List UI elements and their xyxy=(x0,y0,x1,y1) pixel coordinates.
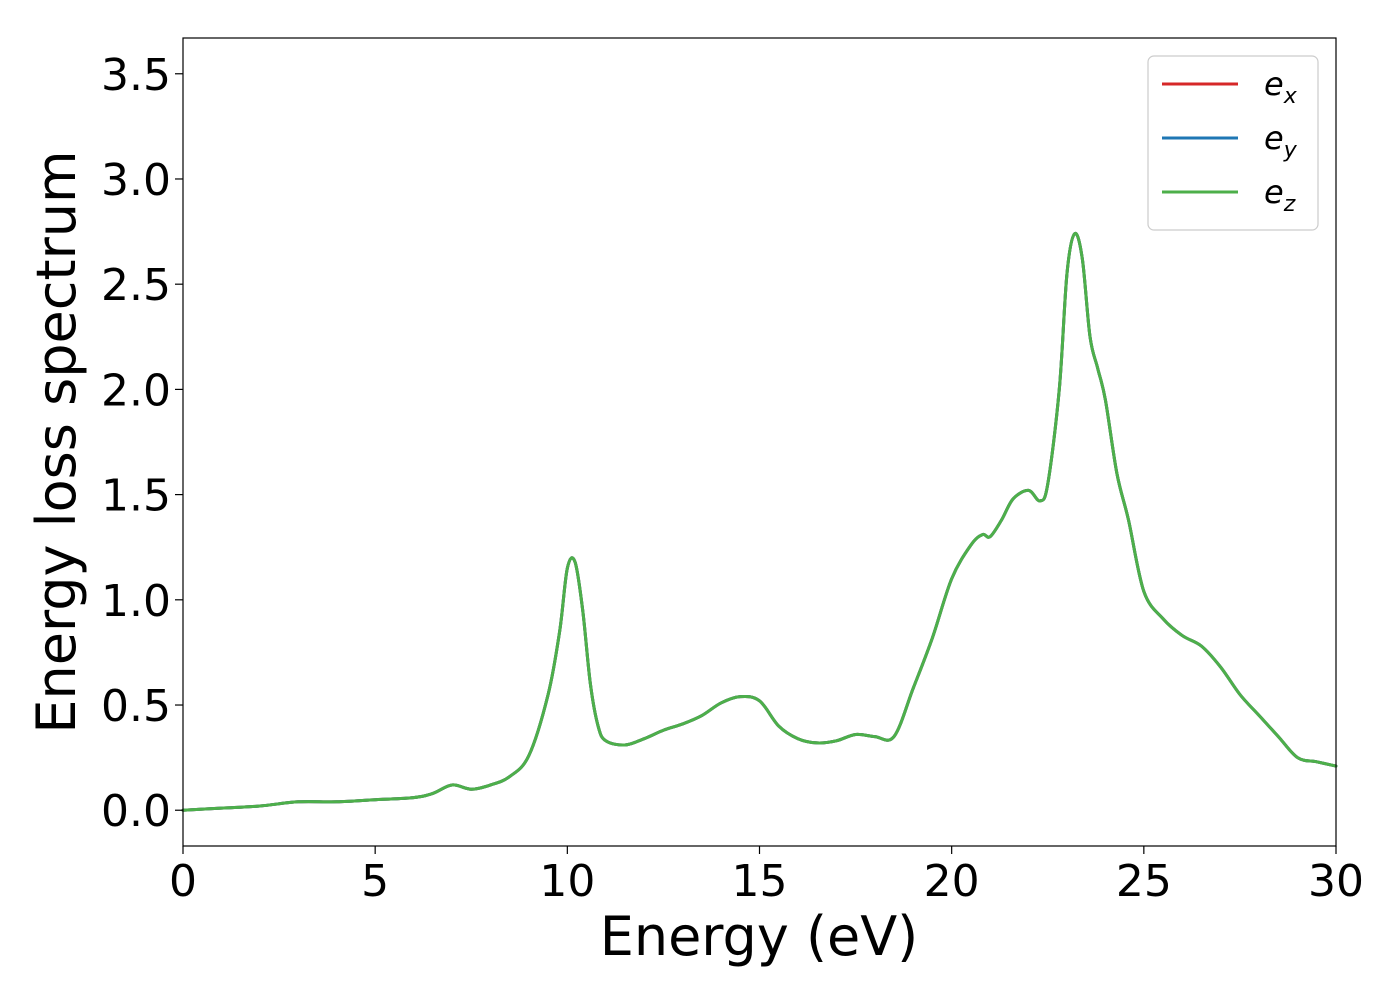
x-tick-label: 0 xyxy=(169,856,197,907)
legend-box xyxy=(1147,55,1319,231)
y-tick-label: 2.0 xyxy=(101,365,171,416)
y-tick-label: 3.5 xyxy=(101,50,171,101)
x-tick-label: 15 xyxy=(732,856,788,907)
series-line-e-z xyxy=(181,231,1338,812)
x-tick-label: 30 xyxy=(1308,856,1364,907)
y-tick-label: 0.5 xyxy=(101,681,171,732)
x-tick-label: 25 xyxy=(1116,856,1172,907)
y-tick-label: 0.0 xyxy=(101,786,171,837)
y-tick-label: 2.5 xyxy=(101,260,171,311)
x-axis-label: Energy (eV) xyxy=(600,905,919,968)
x-tick-label: 5 xyxy=(361,856,389,907)
x-tick-label: 10 xyxy=(539,856,595,907)
series-layer xyxy=(181,231,1338,812)
x-ticks: 0 5 10 15 20 25 30 xyxy=(169,846,1364,907)
y-tick-label: 3.0 xyxy=(101,155,171,206)
y-ticks: 0.0 0.5 1.0 1.5 2.0 2.5 3.0 3.5 xyxy=(101,50,183,837)
y-axis-label: Energy loss spectrum xyxy=(25,150,88,733)
y-tick-label: 1.0 xyxy=(101,576,171,627)
y-tick-label: 1.5 xyxy=(101,471,171,522)
x-tick-label: 20 xyxy=(924,856,980,907)
